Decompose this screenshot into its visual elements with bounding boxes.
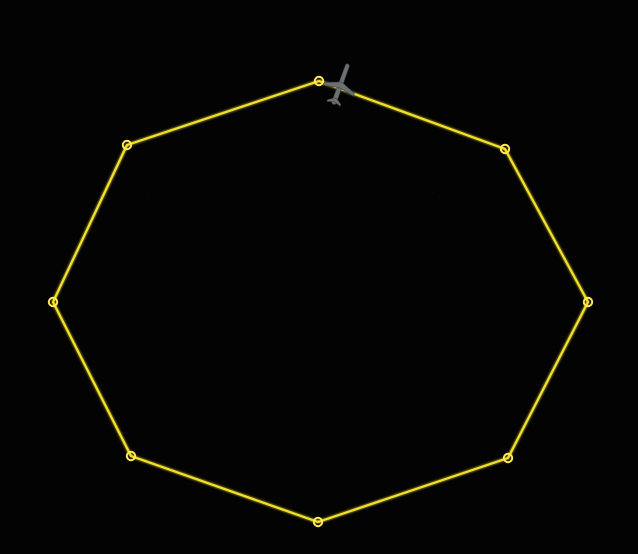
waypoint-circle-icon[interactable]: [313, 75, 325, 87]
waypoint-center-dot: [586, 300, 590, 304]
waypoint-center-dot: [503, 147, 507, 151]
waypoint-center-dot: [125, 143, 129, 147]
waypoint-center-dot: [317, 79, 321, 83]
waypoint-circle-icon[interactable]: [582, 296, 594, 308]
waypoint-group: [47, 75, 594, 528]
waypoint-center-dot: [316, 520, 320, 524]
waypoint-center-dot: [51, 300, 55, 304]
waypoint-circle-icon[interactable]: [47, 296, 59, 308]
waypoint-center-dot: [129, 454, 133, 458]
waypoint-center-dot: [506, 456, 510, 460]
waypoint-circle-icon[interactable]: [121, 139, 133, 151]
waypoint-circle-icon[interactable]: [499, 143, 511, 155]
aircraft-wings: [322, 81, 355, 97]
airplane-icon[interactable]: [318, 58, 363, 109]
waypoint-circle-icon[interactable]: [125, 450, 137, 462]
waypoint-circle-icon[interactable]: [502, 452, 514, 464]
waypoint-circle-icon[interactable]: [312, 516, 324, 528]
aircraft-tail: [326, 97, 342, 107]
